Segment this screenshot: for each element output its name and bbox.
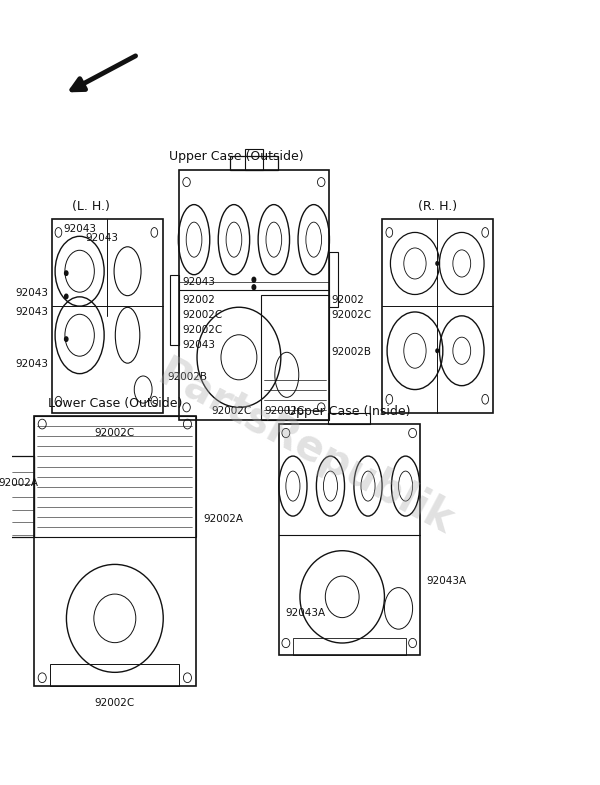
- Text: 92043A: 92043A: [427, 575, 467, 586]
- Circle shape: [436, 349, 439, 352]
- Circle shape: [436, 261, 439, 265]
- Bar: [170, 275, 179, 345]
- Bar: [230, 155, 278, 170]
- Text: 92002A: 92002A: [0, 478, 38, 488]
- Bar: [245, 149, 263, 170]
- Text: 92043: 92043: [182, 277, 215, 287]
- Bar: [279, 424, 419, 655]
- Text: 92043: 92043: [16, 307, 49, 317]
- Text: (L. H.): (L. H.): [72, 199, 110, 213]
- Text: 92002: 92002: [332, 294, 365, 305]
- Text: 92043: 92043: [16, 360, 49, 369]
- Circle shape: [65, 271, 68, 276]
- Text: PartsRepublik: PartsRepublik: [151, 352, 460, 543]
- Bar: [328, 414, 370, 424]
- Text: 92002B: 92002B: [332, 347, 371, 357]
- Bar: [34, 416, 196, 538]
- Circle shape: [65, 294, 68, 298]
- Bar: [52, 219, 163, 413]
- Text: 92002C: 92002C: [182, 310, 222, 319]
- Bar: [329, 252, 338, 307]
- Text: 92002B: 92002B: [167, 372, 208, 382]
- Bar: [50, 664, 179, 686]
- Text: 92002: 92002: [182, 294, 215, 305]
- Text: 92043: 92043: [85, 233, 118, 243]
- Circle shape: [252, 285, 256, 290]
- Text: 92043: 92043: [16, 287, 49, 298]
- Bar: [179, 170, 329, 420]
- Text: 92002C: 92002C: [211, 406, 251, 416]
- Text: 92043A: 92043A: [286, 608, 326, 618]
- Text: Upper Case (Outside): Upper Case (Outside): [169, 150, 303, 163]
- Circle shape: [65, 337, 68, 341]
- Text: Upper Case (Inside): Upper Case (Inside): [287, 404, 411, 418]
- Text: 92002C: 92002C: [264, 406, 304, 416]
- Bar: [34, 416, 196, 686]
- Text: 92002C: 92002C: [95, 428, 135, 438]
- Bar: [10, 456, 34, 538]
- Bar: [382, 219, 493, 413]
- Text: 92002A: 92002A: [203, 513, 244, 524]
- Circle shape: [252, 277, 256, 282]
- Text: Lower Case (Outside): Lower Case (Outside): [47, 396, 182, 410]
- Text: 92002C: 92002C: [332, 310, 372, 319]
- Text: 92002C: 92002C: [182, 325, 222, 334]
- Bar: [262, 294, 329, 420]
- Text: 92043: 92043: [64, 225, 97, 235]
- Bar: [293, 638, 406, 655]
- Text: 92043: 92043: [182, 340, 215, 350]
- Text: (R. H.): (R. H.): [418, 199, 457, 213]
- Text: 92002C: 92002C: [95, 698, 135, 708]
